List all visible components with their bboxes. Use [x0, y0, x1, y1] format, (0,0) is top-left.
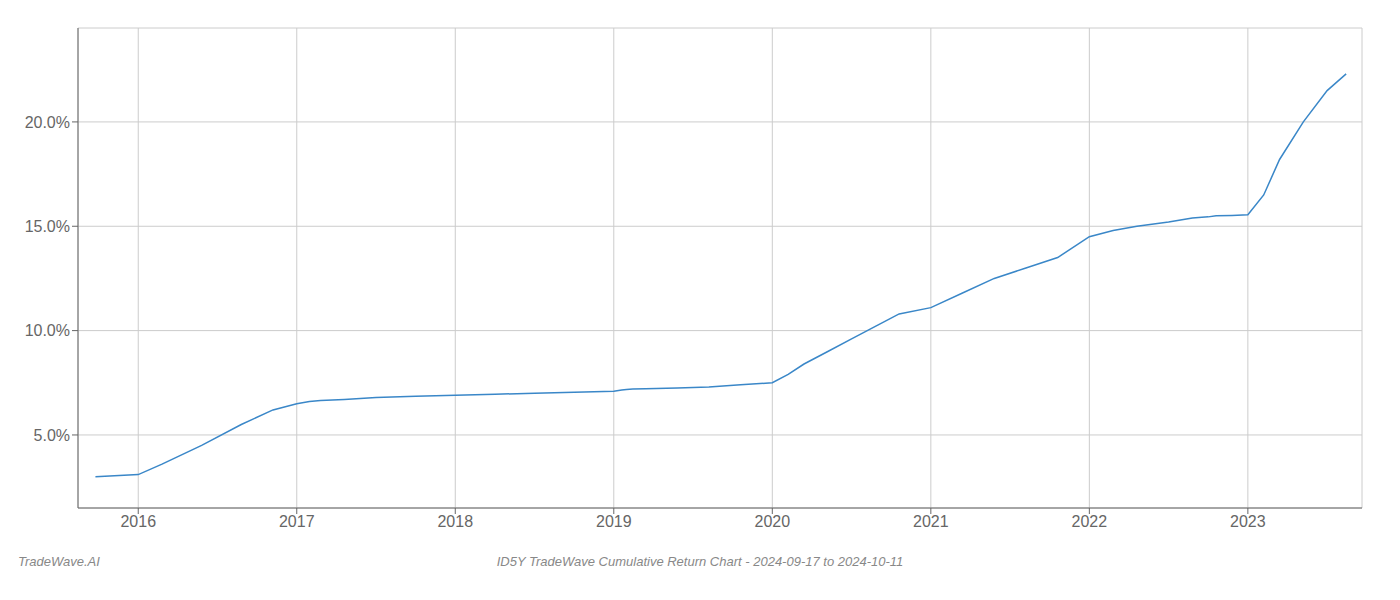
svg-text:2022: 2022	[1072, 513, 1108, 530]
html-text:TradeWave.AI: TradeWave.AI	[18, 554, 100, 569]
svg-text:2023: 2023	[1230, 513, 1266, 530]
svg-text:2020: 2020	[755, 513, 791, 530]
svg-text:2016: 2016	[120, 513, 156, 530]
svg-text:2021: 2021	[913, 513, 949, 530]
html-text:ID5Y TradeWave Cumulative Retu: ID5Y TradeWave Cumulative Return Chart -…	[496, 554, 904, 569]
svg-text:20.0%: 20.0%	[25, 114, 70, 131]
svg-text:2018: 2018	[437, 513, 473, 530]
svg-text:15.0%: 15.0%	[25, 218, 70, 235]
svg-text:2019: 2019	[596, 513, 632, 530]
svg-text:10.0%: 10.0%	[25, 322, 70, 339]
svg-text:2017: 2017	[279, 513, 315, 530]
svg-text:5.0%: 5.0%	[34, 427, 70, 444]
